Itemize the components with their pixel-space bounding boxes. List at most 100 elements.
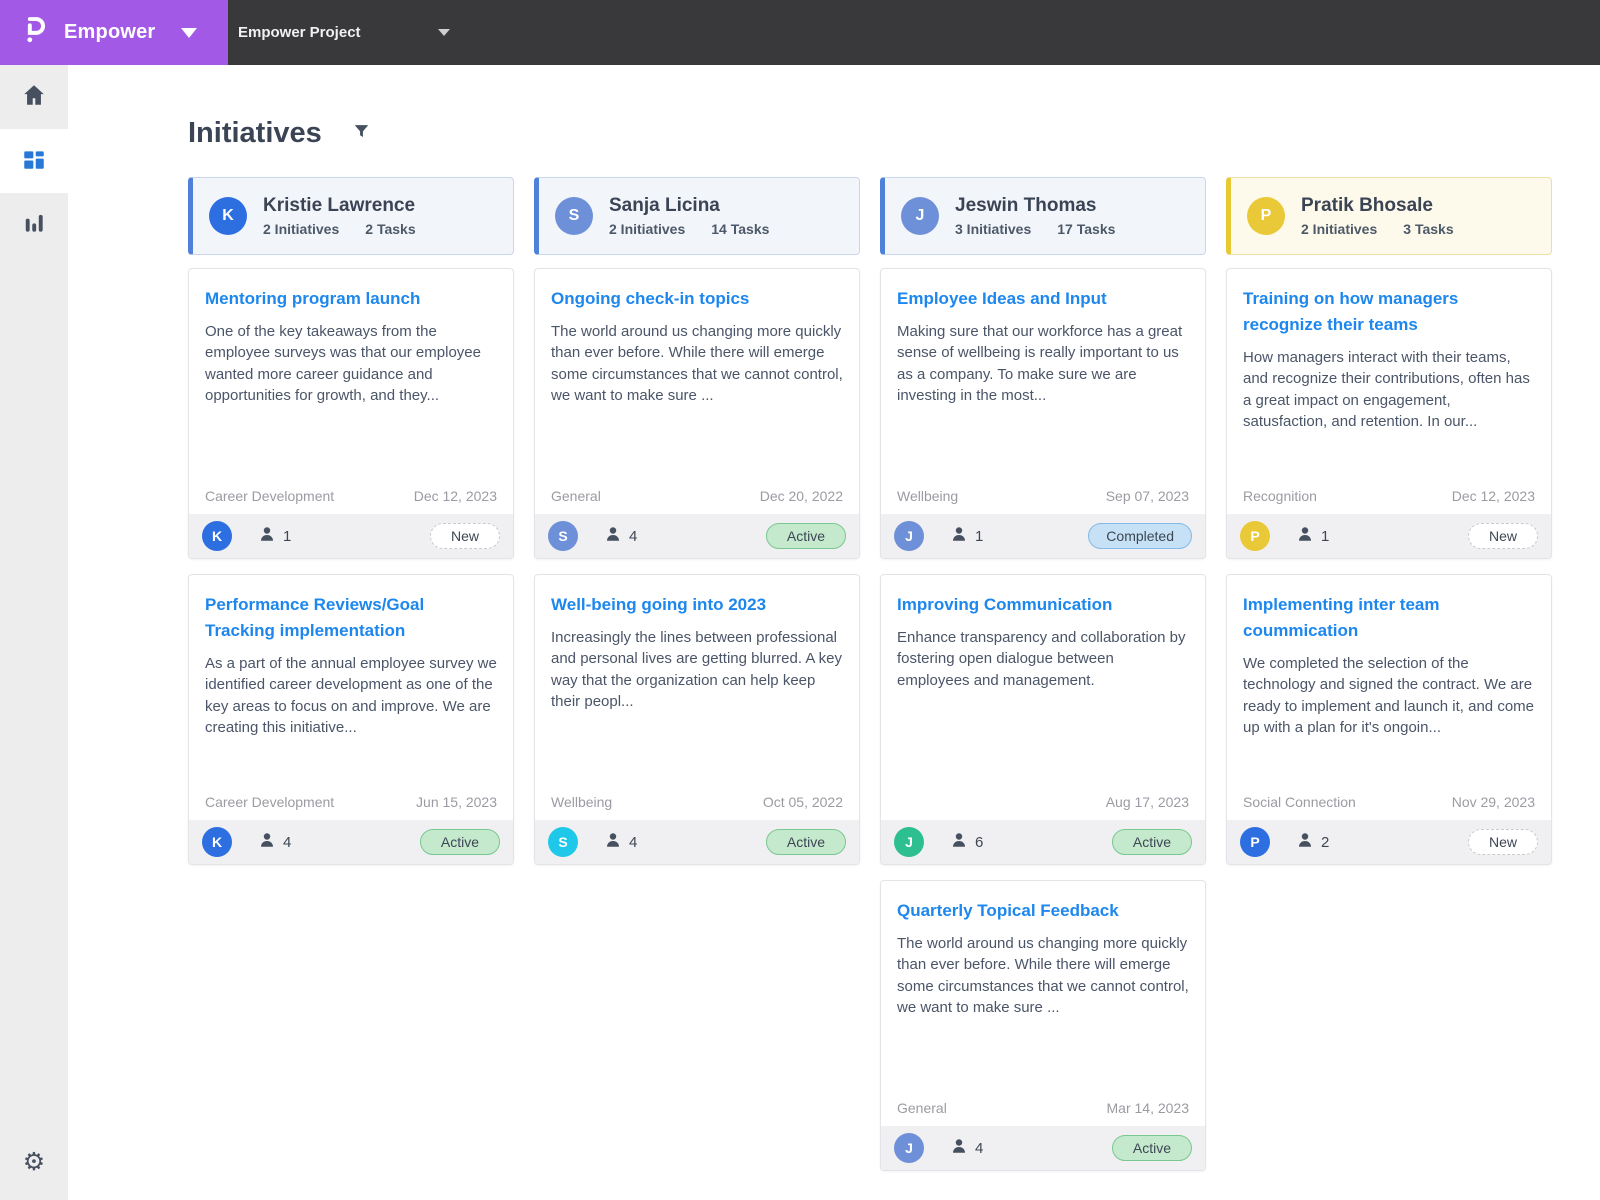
initiative-card[interactable]: Well-being going into 2023 Increasingly …: [534, 574, 860, 865]
person-icon: [258, 831, 276, 853]
column-header[interactable]: J Jeswin Thomas 3 Initiatives 17 Tasks: [880, 177, 1206, 255]
initiative-card[interactable]: Improving Communication Enhance transpar…: [880, 574, 1206, 865]
home-icon: [21, 82, 47, 113]
card-date: Dec 12, 2023: [413, 488, 497, 504]
card-date: Dec 12, 2023: [1451, 488, 1535, 504]
card-body: Improving Communication Enhance transpar…: [881, 575, 1205, 820]
card-date: Aug 17, 2023: [1105, 794, 1189, 810]
tasks-count: 3 Tasks: [1403, 221, 1454, 237]
gear-icon: ⚙: [22, 1146, 46, 1176]
project-name: Empower Project: [238, 24, 361, 41]
initiatives-count: 3 Initiatives: [955, 221, 1032, 237]
card-date: Sep 07, 2023: [1105, 488, 1189, 504]
sidebar-item-home[interactable]: [0, 65, 68, 129]
card-body: Ongoing check-in topics The world around…: [535, 269, 859, 514]
status-badge: New: [1467, 523, 1538, 549]
card-meta: Wellbeing Sep 07, 2023: [897, 478, 1189, 504]
card-body: Quarterly Topical Feedback The world aro…: [881, 881, 1205, 1126]
column-header[interactable]: K Kristie Lawrence 2 Initiatives 2 Tasks: [188, 177, 514, 255]
sidebar-item-reports[interactable]: [0, 193, 68, 257]
initiative-card[interactable]: Ongoing check-in topics The world around…: [534, 268, 860, 559]
initiative-card[interactable]: Employee Ideas and Input Making sure tha…: [880, 268, 1206, 559]
card-meta: General Mar 14, 2023: [897, 1090, 1189, 1116]
column-sanja-licina: S Sanja Licina 2 Initiatives 14 Tasks On…: [534, 177, 860, 880]
card-title-link[interactable]: Well-being going into 2023: [551, 595, 767, 614]
card-title-link[interactable]: Quarterly Topical Feedback: [897, 901, 1119, 920]
card-title-link[interactable]: Implementing inter team coummication: [1243, 595, 1440, 640]
project-dropdown[interactable]: Empower Project: [238, 24, 450, 41]
column-header[interactable]: P Pratik Bhosale 2 Initiatives 3 Tasks: [1226, 177, 1552, 255]
card-category: Wellbeing: [551, 794, 613, 810]
card-avatar: P: [1240, 827, 1270, 857]
app-name: Empower: [64, 21, 156, 43]
card-body: Mentoring program launch One of the key …: [189, 269, 513, 514]
initiatives-count: 2 Initiatives: [609, 221, 686, 237]
app-brand[interactable]: Empower: [0, 0, 228, 65]
person-icon: [950, 831, 968, 853]
person-icon: [258, 525, 276, 547]
card-title-link[interactable]: Mentoring program launch: [205, 289, 421, 308]
people-count-value: 1: [975, 527, 984, 545]
filter-icon[interactable]: [352, 122, 371, 146]
people-count-value: 1: [283, 527, 292, 545]
card-category: Social Connection: [1243, 794, 1356, 810]
card-footer: S 4 Active: [535, 820, 859, 864]
card-title-link[interactable]: Performance Reviews/Goal Tracking implem…: [205, 595, 425, 640]
initiative-card[interactable]: Performance Reviews/Goal Tracking implem…: [188, 574, 514, 865]
card-body: Performance Reviews/Goal Tracking implem…: [189, 575, 513, 820]
sidebar-item-board[interactable]: [0, 129, 68, 193]
tasks-count: 2 Tasks: [365, 221, 416, 237]
people-count: 4: [604, 525, 637, 547]
column-header[interactable]: S Sanja Licina 2 Initiatives 14 Tasks: [534, 177, 860, 255]
avatar: S: [555, 197, 593, 235]
card-description: Making sure that our workforce has a gre…: [897, 322, 1183, 405]
people-count: 4: [604, 831, 637, 853]
card-body: Well-being going into 2023 Increasingly …: [535, 575, 859, 820]
card-title-link[interactable]: Ongoing check-in topics: [551, 289, 750, 308]
card-date: Jun 15, 2023: [416, 794, 497, 810]
empower-logo-icon: [22, 15, 48, 50]
initiative-card[interactable]: Training on how managers recognize their…: [1226, 268, 1552, 559]
people-count: 1: [1296, 525, 1329, 547]
tasks-count: 17 Tasks: [1057, 221, 1116, 237]
main-content: Initiatives K Kristie Lawrence 2 Initiat…: [68, 65, 1600, 1200]
page-header: Initiatives: [68, 65, 1600, 150]
card-category: Career Development: [205, 488, 335, 504]
avatar: K: [209, 197, 247, 235]
card-category: General: [551, 488, 601, 504]
card-title-link[interactable]: Improving Communication: [897, 595, 1113, 614]
card-meta: General Dec 20, 2022: [551, 478, 843, 504]
card-category: Wellbeing: [897, 488, 959, 504]
card-category: General: [897, 1100, 947, 1116]
initiative-card[interactable]: Implementing inter team coummication We …: [1226, 574, 1552, 865]
tasks-count: 14 Tasks: [711, 221, 770, 237]
card-avatar: J: [894, 1133, 924, 1163]
card-body: Implementing inter team coummication We …: [1227, 575, 1551, 820]
column-name: Pratik Bhosale: [1301, 195, 1433, 216]
sidebar-item-settings[interactable]: ⚙: [0, 1122, 68, 1200]
app-switcher-caret-icon[interactable]: [181, 27, 198, 38]
card-category: Recognition: [1243, 488, 1317, 504]
column-stats: 3 Initiatives 17 Tasks: [955, 221, 1115, 237]
card-description: As a part of the annual employee survey …: [205, 654, 497, 736]
page-title: Initiatives: [188, 117, 322, 149]
initiative-card[interactable]: Mentoring program launch One of the key …: [188, 268, 514, 559]
card-title-link[interactable]: Training on how managers recognize their…: [1243, 289, 1459, 334]
sidebar-spacer: [0, 257, 68, 1122]
card-title-link[interactable]: Employee Ideas and Input: [897, 289, 1107, 308]
person-icon: [1296, 525, 1314, 547]
column-info: Jeswin Thomas 3 Initiatives 17 Tasks: [955, 195, 1115, 237]
status-badge: Active: [419, 829, 500, 855]
column-stats: 2 Initiatives 3 Tasks: [1301, 221, 1454, 237]
column-info: Pratik Bhosale 2 Initiatives 3 Tasks: [1301, 195, 1454, 237]
person-icon: [950, 1137, 968, 1159]
card-avatar: J: [894, 521, 924, 551]
initiative-card[interactable]: Quarterly Topical Feedback The world aro…: [880, 880, 1206, 1171]
status-badge: Active: [765, 523, 846, 549]
status-badge: Active: [765, 829, 846, 855]
card-description: How managers interact with their teams, …: [1243, 348, 1530, 430]
initiatives-board: K Kristie Lawrence 2 Initiatives 2 Tasks…: [68, 150, 1600, 1186]
initiatives-count: 2 Initiatives: [263, 221, 340, 237]
card-footer: S 4 Active: [535, 514, 859, 558]
card-avatar: K: [202, 827, 232, 857]
